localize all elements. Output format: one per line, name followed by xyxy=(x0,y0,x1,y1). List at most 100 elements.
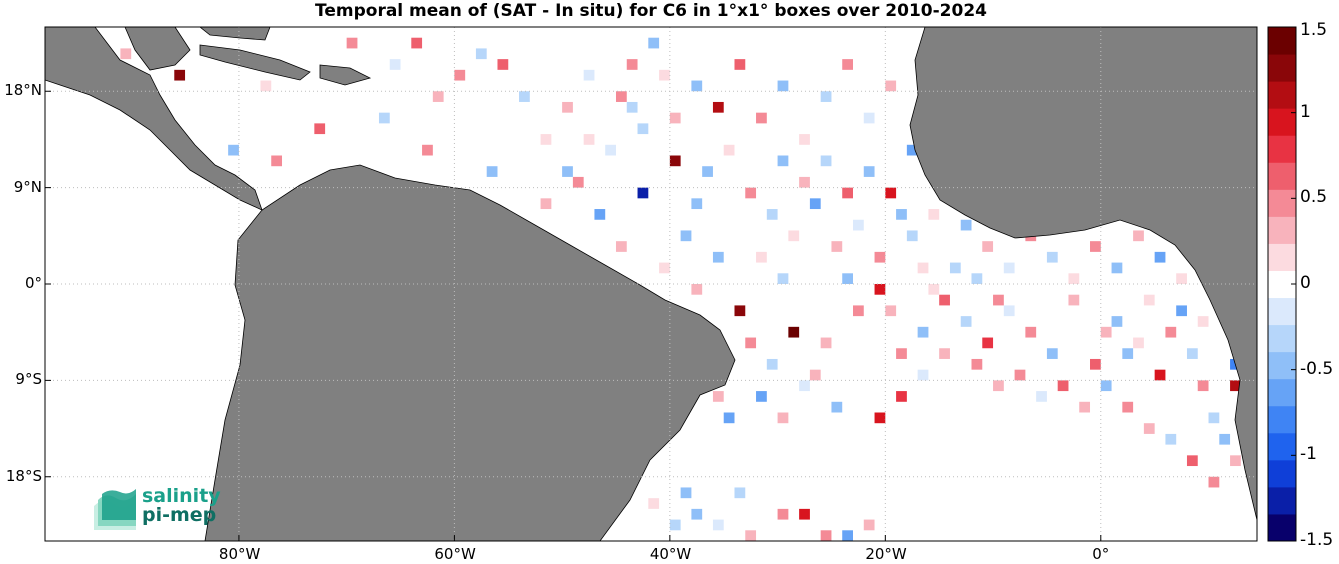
data-cell xyxy=(615,241,627,252)
data-cell xyxy=(874,284,886,295)
colorbar-tick-label: 1 xyxy=(1300,101,1311,122)
data-cell xyxy=(712,101,724,113)
data-cell xyxy=(626,101,638,113)
colorbar-segment xyxy=(1268,486,1296,515)
data-cell xyxy=(1219,433,1231,445)
data-cell xyxy=(842,187,853,199)
data-cell xyxy=(874,251,886,263)
data-cell xyxy=(756,112,767,124)
data-cell xyxy=(896,209,907,220)
y-tick-label: 18°N xyxy=(4,81,42,100)
colorbar-tick-label: -1 xyxy=(1300,444,1317,465)
colorbar-segment xyxy=(1268,216,1296,244)
x-tick-label: 20°W xyxy=(865,545,907,563)
data-cell xyxy=(1090,241,1101,252)
data-cell xyxy=(540,198,552,210)
data-cell xyxy=(745,337,757,349)
data-cell xyxy=(734,59,746,70)
data-cell xyxy=(314,123,326,135)
data-cell xyxy=(734,487,746,499)
colorbar-segment xyxy=(1268,513,1296,542)
colorbar-tick-label: 1.5 xyxy=(1300,20,1328,40)
data-cell xyxy=(422,144,433,156)
data-cell xyxy=(680,230,692,242)
data-cell xyxy=(1079,401,1091,413)
x-tick-marks xyxy=(238,535,1102,541)
data-cell xyxy=(1014,369,1026,381)
data-cell xyxy=(863,166,875,177)
y-tick-marks xyxy=(45,90,51,478)
data-cell xyxy=(993,294,1004,306)
y-tick-label: 0° xyxy=(24,274,42,292)
logo-line-2: pi-mep xyxy=(142,504,217,526)
data-cell xyxy=(1068,273,1080,284)
map-title: Temporal mean of (SAT - In situ) for C6 … xyxy=(315,1,987,21)
data-cell xyxy=(1165,326,1177,338)
colorbar-segment xyxy=(1268,189,1296,217)
data-cell xyxy=(637,187,649,199)
data-cell xyxy=(1111,262,1123,274)
data-cell xyxy=(346,37,358,49)
data-cell xyxy=(637,123,649,135)
data-cell xyxy=(1133,230,1144,242)
data-cell xyxy=(723,144,735,156)
logo-line-1: salinity xyxy=(142,485,221,507)
data-cell xyxy=(799,176,810,188)
data-cell xyxy=(982,241,994,252)
data-cell xyxy=(1122,401,1134,413)
colorbar-tick-label: 0.5 xyxy=(1300,187,1328,208)
data-cell xyxy=(766,358,778,370)
data-cell xyxy=(1036,391,1047,402)
data-cell xyxy=(896,348,907,359)
colorbar xyxy=(1267,26,1297,542)
data-cell xyxy=(788,326,800,338)
data-cell xyxy=(1165,433,1177,445)
data-cell xyxy=(572,176,584,188)
data-cell xyxy=(723,412,735,424)
data-cell xyxy=(820,155,832,167)
data-cell xyxy=(960,219,972,231)
data-cell xyxy=(863,519,875,531)
data-cell xyxy=(799,380,810,392)
data-cell xyxy=(917,369,929,381)
gridlines xyxy=(45,27,1257,541)
data-cell xyxy=(1025,326,1037,338)
data-cell xyxy=(842,273,853,284)
data-cell xyxy=(389,59,401,70)
data-cell xyxy=(734,305,746,317)
land-africa xyxy=(909,26,1258,521)
data-cell xyxy=(1143,423,1155,434)
data-cell xyxy=(540,134,552,145)
data-cell xyxy=(917,326,929,338)
data-cell xyxy=(799,508,810,520)
data-cell xyxy=(497,59,509,70)
data-cell xyxy=(820,530,832,541)
data-cell xyxy=(885,187,897,199)
colorbar-segment xyxy=(1268,459,1296,488)
data-cell xyxy=(648,498,660,509)
data-cell xyxy=(432,91,444,102)
data-cell xyxy=(1176,273,1187,284)
data-cell xyxy=(486,166,498,177)
data-cell xyxy=(669,519,681,531)
data-cell xyxy=(1208,476,1220,488)
data-cell xyxy=(874,412,886,424)
data-cell xyxy=(1197,316,1209,327)
colorbar-tick-label: -1.5 xyxy=(1300,530,1334,550)
data-cell xyxy=(583,134,595,145)
colorbar-tick-label: -0.5 xyxy=(1300,358,1334,379)
colorbar-tick-label: 0 xyxy=(1300,273,1311,293)
land-cuba xyxy=(199,44,311,81)
data-cell xyxy=(949,262,961,274)
data-cell xyxy=(260,80,272,92)
data-cell xyxy=(1154,369,1166,381)
salinity-pi-mep-logo: salinity pi-mep xyxy=(142,487,221,525)
colorbar-segment xyxy=(1268,54,1296,82)
colorbar-segment xyxy=(1268,81,1296,109)
data-cell xyxy=(1230,380,1241,392)
colorbar-segment xyxy=(1268,162,1296,190)
data-cell xyxy=(885,80,897,92)
data-cell xyxy=(831,241,843,252)
data-cell xyxy=(669,155,681,167)
x-tick-label: 40°W xyxy=(649,545,692,563)
